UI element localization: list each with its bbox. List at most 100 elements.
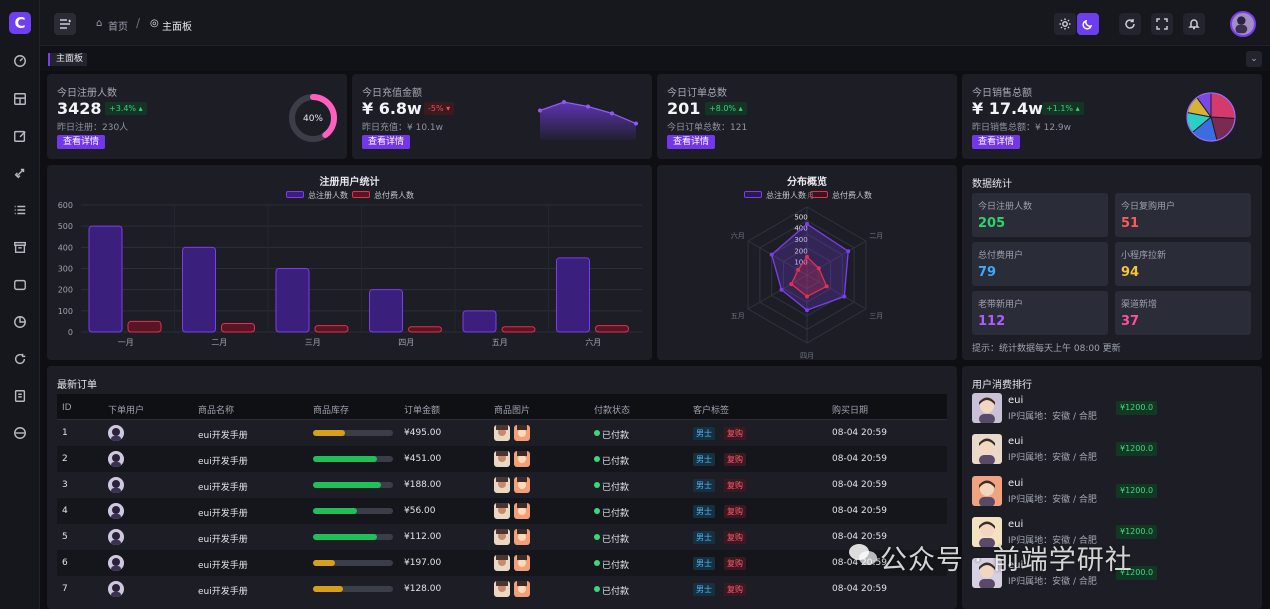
tab-main-panel[interactable]: 主面板 <box>48 53 88 66</box>
view-details-button[interactable]: 查看详情 <box>362 135 411 149</box>
product-thumbnail[interactable] <box>514 503 530 519</box>
fullscreen-button[interactable] <box>1151 13 1173 35</box>
edit-icon[interactable] <box>11 127 29 145</box>
bar-paid <box>408 326 442 333</box>
payment-status: 已付款 <box>602 457 630 467</box>
avatar[interactable] <box>108 503 124 519</box>
tile-value: 37 <box>1121 314 1140 329</box>
document-icon[interactable] <box>11 387 29 405</box>
radar-point <box>779 287 784 292</box>
bar-paid <box>127 320 162 333</box>
product-thumbnail[interactable] <box>514 477 530 493</box>
avatar[interactable] <box>108 451 124 467</box>
col-header-product: 商品名称 <box>198 406 235 416</box>
avatar <box>972 558 1002 588</box>
tab-dropdown-chevron-down-icon[interactable]: ⌄ <box>1246 51 1262 67</box>
user-name: eui <box>1008 395 1024 406</box>
view-details-button[interactable]: 查看详情 <box>667 135 716 149</box>
avatar[interactable] <box>108 555 124 571</box>
product-thumbnail[interactable] <box>514 425 530 441</box>
stock-progress <box>313 560 393 566</box>
table-row: 1 eui开发手册 ¥495.00 已付款 男士 复购 08-04 20:59 <box>57 420 947 446</box>
legend-swatch-registered <box>744 191 762 198</box>
user-avatar[interactable] <box>1230 11 1256 37</box>
dashboard-icon[interactable] <box>11 52 29 70</box>
tag-gender: 男士 <box>693 427 715 440</box>
product-thumbnail[interactable] <box>494 451 510 467</box>
notification-bell-button[interactable] <box>1183 13 1205 35</box>
avatar[interactable] <box>108 529 124 545</box>
breadcrumb-current: 主面板 <box>162 22 192 33</box>
product-thumbnail[interactable] <box>514 451 530 467</box>
refresh-24-icon[interactable] <box>11 350 29 368</box>
status-dot <box>594 560 600 566</box>
user-name: eui <box>1008 560 1024 571</box>
status-dot <box>594 508 600 514</box>
product-name: eui开发手册 <box>198 587 248 597</box>
pie-chart-icon[interactable] <box>11 313 29 331</box>
payment-status: 已付款 <box>602 431 630 441</box>
order-amount: ¥112.00 <box>404 532 442 542</box>
list-item[interactable]: eui IP归属地：安徽 / 合肥 ¥1200.0 <box>972 558 1262 598</box>
bar-registered <box>88 225 123 333</box>
order-amount: ¥56.00 <box>404 506 436 516</box>
breadcrumb-home[interactable]: 首页 <box>108 22 128 33</box>
stock-progress <box>313 482 393 488</box>
avatar[interactable] <box>108 581 124 597</box>
product-thumbnail[interactable] <box>514 581 530 597</box>
breadcrumb-separator: / <box>136 16 141 30</box>
stat-value: ¥ 17.4w <box>972 99 1043 118</box>
product-thumbnail[interactable] <box>494 503 510 519</box>
product-thumbnail[interactable] <box>494 477 510 493</box>
product-thumbnail[interactable] <box>494 529 510 545</box>
product-thumbnail[interactable] <box>494 555 510 571</box>
app-logo[interactable]: C <box>9 12 31 34</box>
stat-card-recharge: 今日充值金额 ¥ 6.8w -5% ▾ 昨日充值：¥ 10.1w 查看详情 <box>352 74 652 159</box>
stat-value: 201 <box>667 99 701 118</box>
sparkline-point <box>562 100 566 104</box>
refresh-button[interactable] <box>1119 13 1141 35</box>
avatar[interactable] <box>108 425 124 441</box>
y-tick-label: 0 <box>68 328 73 337</box>
rocket-icon[interactable] <box>11 164 29 182</box>
product-thumbnail[interactable] <box>494 581 510 597</box>
sparkline-point <box>538 108 542 113</box>
list-icon[interactable] <box>11 201 29 219</box>
product-thumbnail[interactable] <box>494 425 510 441</box>
breadcrumb-home-icon[interactable]: ⌂ <box>96 18 103 29</box>
order-id: 5 <box>62 532 68 542</box>
tag-repurchase: 复购 <box>724 479 746 492</box>
browser-icon[interactable] <box>11 424 29 442</box>
chat-icon[interactable] <box>11 276 29 294</box>
order-amount: ¥188.00 <box>404 480 442 490</box>
stock-progress-fill <box>313 482 381 488</box>
dark-mode-button[interactable] <box>1077 13 1099 35</box>
layout-icon[interactable] <box>11 90 29 108</box>
chart-title: 分布概览 <box>787 177 827 188</box>
registration-bar-chart: 600 500 400 300 200 100 0 一月 二月 三月 四月 五月 六月 <box>58 201 642 347</box>
orders-title: 最新订单 <box>57 380 97 391</box>
tag-repurchase: 复购 <box>724 583 746 596</box>
order-id: 6 <box>62 558 68 568</box>
product-thumbnail[interactable] <box>514 555 530 571</box>
stat-sub: 昨日注册：230人 <box>57 123 129 133</box>
payment-status: 已付款 <box>602 535 630 545</box>
view-details-button[interactable]: 查看详情 <box>57 135 106 149</box>
purchase-date: 08-04 20:59 <box>832 506 887 516</box>
spending-amount: ¥1200.0 <box>1116 525 1158 539</box>
ip-location: IP归属地：安徽 / 合肥 <box>1008 453 1097 463</box>
list-item[interactable]: eui IP归属地：安徽 / 合肥 ¥1200.0 <box>972 393 1262 433</box>
radar-axis <box>806 274 867 310</box>
menu-toggle-button[interactable] <box>54 13 76 35</box>
tag-repurchase: 复购 <box>724 531 746 544</box>
view-details-button[interactable]: 查看详情 <box>972 135 1021 149</box>
list-item[interactable]: eui IP归属地：安徽 / 合肥 ¥1200.0 <box>972 476 1262 516</box>
list-item[interactable]: eui IP归属地：安徽 / 合肥 ¥1200.0 <box>972 517 1262 557</box>
product-thumbnail[interactable] <box>514 529 530 545</box>
order-amount: ¥451.00 <box>404 454 442 464</box>
archive-icon[interactable] <box>11 238 29 256</box>
light-mode-button[interactable] <box>1054 13 1076 35</box>
list-item[interactable]: eui IP归属地：安徽 / 合肥 ¥1200.0 <box>972 434 1262 474</box>
order-id: 4 <box>62 506 68 516</box>
avatar[interactable] <box>108 477 124 493</box>
